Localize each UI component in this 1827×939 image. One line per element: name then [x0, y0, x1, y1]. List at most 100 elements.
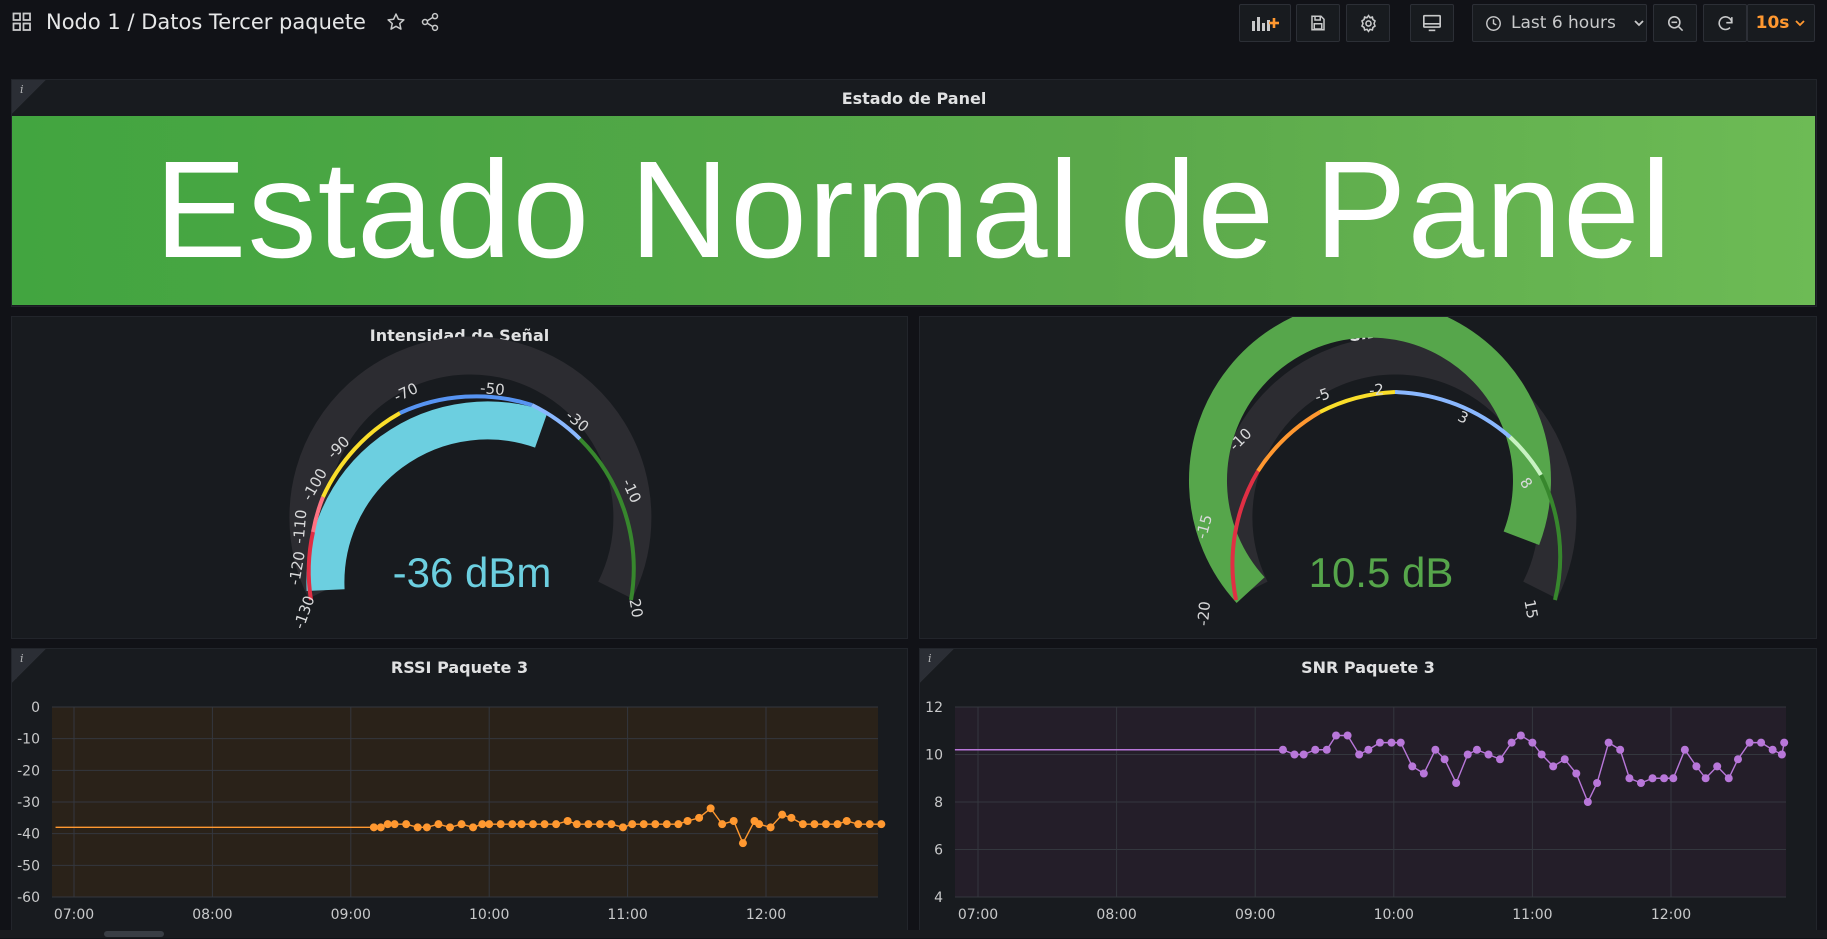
data-point — [718, 820, 727, 829]
data-point — [1780, 738, 1789, 747]
x-tick-label: 08:00 — [192, 907, 232, 923]
panel-info-corner[interactable]: i — [12, 80, 46, 114]
data-point — [1669, 774, 1678, 783]
data-point — [1507, 738, 1516, 747]
gauge-threshold-band — [306, 394, 636, 601]
y-tick-label: -30 — [17, 795, 40, 811]
data-point — [1636, 779, 1645, 787]
star-icon[interactable] — [386, 12, 406, 32]
data-point — [517, 820, 526, 829]
x-tick-label: 10:00 — [469, 907, 509, 923]
dashboard-breadcrumb[interactable]: Nodo 1 / Datos Tercer paquete — [46, 10, 366, 34]
tick-label: -50 — [479, 379, 505, 399]
share-icon[interactable] — [420, 12, 440, 32]
data-point — [1299, 750, 1308, 759]
add-panel-icon — [1250, 13, 1280, 33]
x-tick-label: 12:00 — [746, 907, 786, 923]
scrollbar-thumb[interactable] — [104, 931, 164, 937]
time-range-picker[interactable]: Last 6 hours — [1472, 4, 1647, 42]
dashboard-settings-button[interactable] — [1346, 4, 1390, 42]
tick-label: -120 — [285, 550, 309, 587]
data-point — [1452, 779, 1461, 787]
data-point — [810, 820, 819, 829]
data-point — [1537, 750, 1546, 759]
data-point — [508, 820, 517, 829]
snr-gauge: -20 -15 -10 -5 -2 3 8 15 — [1189, 317, 1577, 627]
data-point — [1572, 769, 1581, 778]
panel-info-corner[interactable]: i — [12, 649, 46, 683]
gauge-threshold-band — [1230, 390, 1563, 601]
data-point — [1560, 755, 1569, 764]
x-tick-label: 09:00 — [331, 907, 371, 923]
data-point — [618, 823, 627, 832]
refresh-button[interactable] — [1703, 4, 1747, 42]
data-point — [376, 823, 385, 832]
data-point — [1724, 774, 1733, 783]
data-point — [706, 804, 715, 813]
x-tick-label: 11:00 — [1512, 907, 1552, 923]
data-point — [1408, 762, 1417, 771]
data-point — [584, 820, 593, 829]
data-point — [1278, 745, 1287, 754]
data-point — [1290, 750, 1299, 759]
data-point — [529, 820, 538, 829]
refresh-interval-label: 10s — [1755, 13, 1790, 33]
data-point — [833, 820, 842, 829]
data-point — [1713, 762, 1722, 771]
add-panel-button[interactable] — [1239, 4, 1291, 42]
data-point — [540, 820, 549, 829]
y-tick-label: -40 — [17, 827, 40, 843]
data-point — [390, 820, 399, 829]
tv-mode-button[interactable] — [1410, 4, 1454, 42]
tick-label: -130 — [290, 593, 319, 631]
zoom-out-button[interactable] — [1653, 4, 1697, 42]
data-point — [369, 823, 378, 832]
data-point — [563, 817, 572, 825]
data-point — [1549, 762, 1558, 771]
y-tick-label: 6 — [934, 843, 943, 859]
data-point — [478, 820, 487, 829]
data-point — [1440, 755, 1449, 764]
panel-title[interactable]: SNR Paquete 3 — [1301, 658, 1435, 677]
data-point — [445, 823, 454, 832]
data-point — [674, 820, 683, 829]
data-point — [766, 823, 775, 832]
data-point — [778, 810, 787, 819]
save-dashboard-button[interactable] — [1296, 4, 1340, 42]
panel-title[interactable]: Estado de Panel — [841, 89, 987, 108]
panel-info-corner[interactable]: i — [920, 649, 954, 683]
data-point — [1343, 731, 1352, 740]
data-point — [1757, 738, 1766, 747]
data-point — [413, 823, 422, 832]
y-tick-label: -10 — [17, 732, 40, 748]
data-point — [639, 820, 648, 829]
x-tick-label: 12:00 — [1651, 907, 1691, 923]
data-point — [1660, 774, 1669, 783]
gauge-track — [1214, 336, 1577, 599]
horizontal-scrollbar[interactable] — [0, 930, 1827, 938]
data-point — [1396, 738, 1405, 747]
data-point — [877, 820, 886, 829]
data-point — [729, 817, 738, 825]
data-point — [383, 820, 392, 829]
data-point — [798, 820, 807, 829]
snr-line-chart: 12 10 8 6 4 07:00 08:00 09:00 10:00 11:00 12:00 — [925, 700, 1789, 923]
data-point — [628, 820, 637, 829]
rssi-gauge-panel: Intensidad de Señal -130 -120 -110 -100 … — [11, 316, 908, 639]
panel-title[interactable]: RSSI Paquete 3 — [390, 658, 529, 677]
info-icon: i — [20, 83, 24, 96]
apps-icon[interactable] — [12, 12, 32, 32]
x-tick-label: 07:00 — [958, 907, 998, 923]
data-point — [457, 820, 466, 829]
data-point — [1648, 774, 1657, 783]
snr-gauge-value: 10.5 dB — [1308, 549, 1454, 596]
data-point — [1463, 750, 1472, 759]
data-point — [1777, 750, 1786, 759]
refresh-interval-picker[interactable]: 10s — [1747, 4, 1815, 42]
data-point — [683, 817, 692, 825]
dashboard-title-area: Nodo 1 / Datos Tercer paquete — [12, 10, 440, 34]
tick-label: -110 — [290, 509, 311, 544]
data-point — [1680, 745, 1689, 754]
x-tick-label: 09:00 — [1235, 907, 1275, 923]
info-icon: i — [20, 652, 24, 665]
